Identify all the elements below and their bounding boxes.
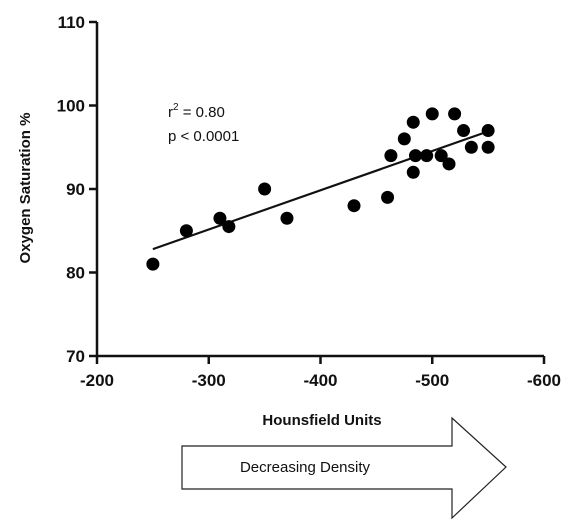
y-tick-label: 80 xyxy=(66,264,85,283)
y-tick-label: 90 xyxy=(66,180,85,199)
r-squared-annotation: r2 = 0.80 xyxy=(168,102,225,121)
data-point xyxy=(406,115,420,129)
x-tick-label: -600 xyxy=(527,371,561,390)
data-point xyxy=(280,211,294,225)
data-point xyxy=(434,149,448,163)
data-point xyxy=(381,190,395,204)
x-tick-label: -400 xyxy=(303,371,337,390)
data-point xyxy=(420,149,434,163)
data-point xyxy=(448,107,462,121)
decreasing-density-arrow xyxy=(181,416,507,520)
data-point xyxy=(213,211,227,225)
data-point xyxy=(442,157,456,171)
data-point xyxy=(481,124,495,138)
data-point xyxy=(481,140,495,154)
y-tick-label: 110 xyxy=(58,13,85,32)
regression-layer xyxy=(152,130,489,251)
data-point xyxy=(347,199,361,213)
data-point xyxy=(397,132,411,146)
y-tick-label: 70 xyxy=(66,347,85,366)
data-point xyxy=(464,140,478,154)
x-tick-label: -500 xyxy=(415,371,449,390)
data-point xyxy=(425,107,439,121)
data-point xyxy=(457,124,471,138)
data-point xyxy=(179,224,193,238)
points-layer xyxy=(146,107,495,271)
data-point xyxy=(384,149,398,163)
y-tick-label: 100 xyxy=(57,97,85,116)
regression-line xyxy=(152,130,489,251)
x-tick-label: -300 xyxy=(192,371,226,390)
data-point xyxy=(258,182,272,196)
data-point xyxy=(222,220,236,234)
axes xyxy=(95,22,544,358)
arrow-label: Decreasing Density xyxy=(240,459,371,476)
ticks: 70 80 90 100 110 -200 -300 -400 -500 -600 xyxy=(57,13,561,390)
data-point xyxy=(408,149,422,163)
data-point xyxy=(406,165,420,179)
y-axis-title: Oxygen Saturation % xyxy=(17,113,34,264)
p-value-annotation: p < 0.0001 xyxy=(168,128,239,145)
x-axis-title: Hounsfield Units xyxy=(262,412,381,429)
data-point xyxy=(146,257,160,271)
x-tick-label: -200 xyxy=(80,371,114,390)
